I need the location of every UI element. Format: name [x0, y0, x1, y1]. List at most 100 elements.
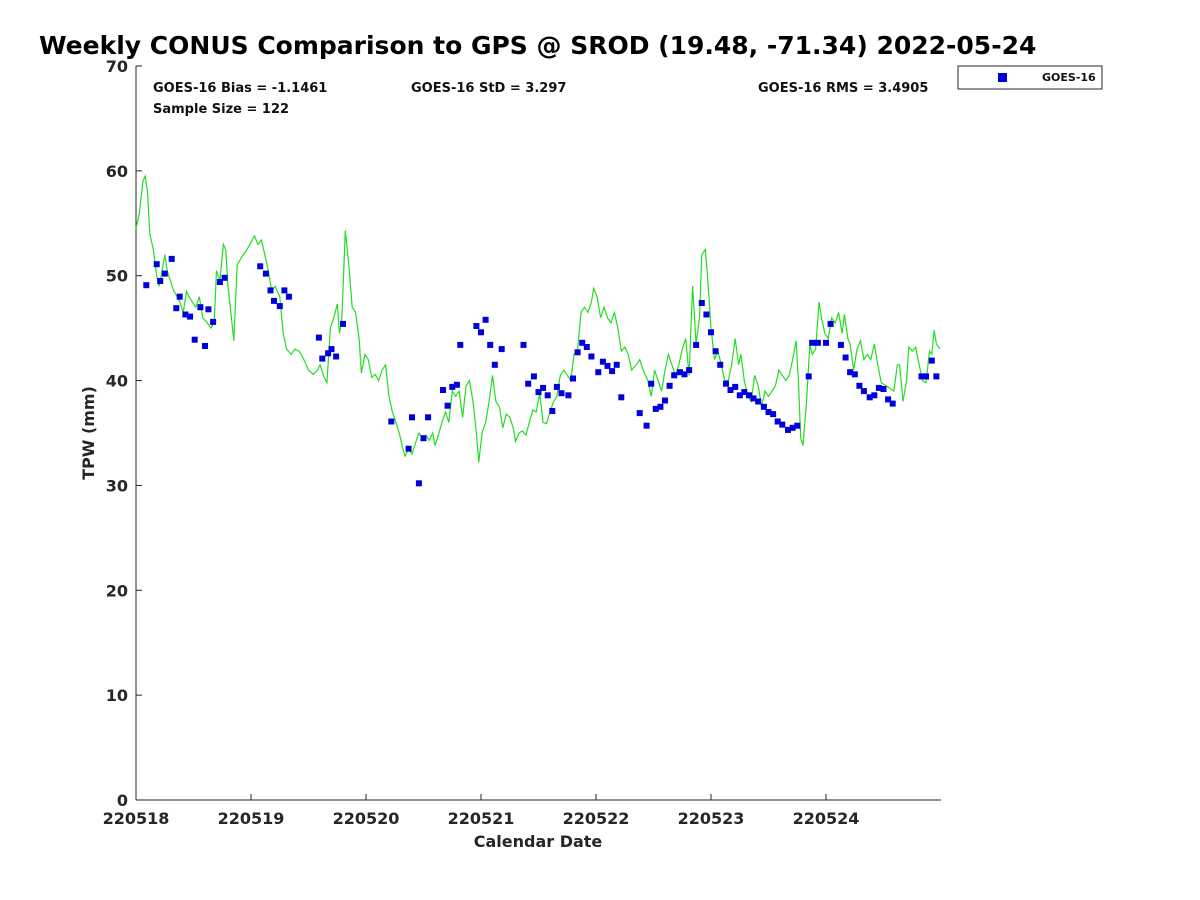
- goes16-point: [923, 373, 929, 380]
- goes16-point: [618, 394, 625, 401]
- rms-stat: GOES-16 RMS = 3.4905: [758, 81, 928, 96]
- goes16-point: [741, 389, 748, 396]
- goes16-point: [779, 421, 786, 428]
- goes16-point: [666, 382, 673, 389]
- goes16-point: [210, 318, 217, 325]
- goes16-point: [794, 422, 801, 429]
- goes16-point: [558, 390, 565, 397]
- goes16-point: [708, 329, 714, 336]
- goes16-point: [717, 361, 724, 368]
- goes16-point: [774, 418, 781, 425]
- goes16-point: [871, 392, 878, 399]
- goes16-point: [918, 373, 925, 380]
- goes16-point: [579, 339, 586, 346]
- plot-area: [135, 173, 941, 487]
- goes16-point: [723, 380, 729, 387]
- goes16-point: [693, 341, 700, 348]
- goes16-point: [333, 353, 340, 360]
- goes16-point: [933, 373, 940, 380]
- goes16-point: [889, 400, 896, 407]
- chart-title: Weekly CONUS Comparison to GPS @ SROD (1…: [39, 31, 1036, 60]
- goes16-point: [588, 353, 595, 360]
- goes16-point: [570, 375, 576, 382]
- goes16-point: [681, 371, 688, 378]
- goes16-point: [860, 388, 867, 395]
- y-axis-label: TPW (mm): [79, 386, 98, 480]
- std-stat: GOES-16 StD = 3.297: [411, 81, 566, 96]
- goes16-point: [425, 414, 432, 421]
- goes16-point: [553, 383, 560, 390]
- goes16-point: [703, 311, 710, 318]
- goes16-point: [271, 297, 277, 304]
- goes16-point: [202, 343, 208, 349]
- goes16-point: [736, 392, 743, 399]
- legend: GOES-16: [957, 65, 1103, 90]
- goes16-point: [257, 263, 264, 270]
- y-tick-label: 20: [106, 581, 128, 600]
- goes16-point: [648, 380, 655, 387]
- goes16-point: [388, 418, 395, 425]
- goes16-point: [187, 313, 194, 320]
- legend-marker: [998, 73, 1007, 82]
- goes16-point: [827, 320, 834, 327]
- goes16-point: [530, 373, 537, 380]
- goes16-point: [671, 372, 678, 379]
- x-tick-label: 220523: [678, 809, 745, 828]
- goes16-point: [176, 293, 183, 300]
- goes16-point: [285, 293, 292, 300]
- goes16-point: [885, 396, 892, 403]
- goes16-point: [770, 411, 777, 418]
- goes16-point: [595, 369, 602, 376]
- goes16-point: [851, 371, 858, 378]
- goes16-point: [173, 305, 180, 312]
- goes16-point: [415, 480, 422, 487]
- x-tick-label: 220518: [103, 809, 170, 828]
- goes16-point: [525, 380, 532, 387]
- goes16-point: [755, 398, 762, 405]
- bias-stat: GOES-16 Bias = -1.1461: [153, 81, 327, 96]
- goes16-point: [420, 435, 427, 442]
- goes16-point: [609, 368, 616, 375]
- goes16-point: [805, 373, 812, 380]
- goes16-point: [599, 358, 606, 365]
- goes16-point: [866, 394, 873, 401]
- goes16-point: [482, 316, 489, 323]
- goes16-point: [636, 410, 643, 417]
- sample-size-stat: Sample Size = 122: [153, 102, 289, 117]
- goes16-point: [405, 445, 412, 452]
- y-tick-label: 50: [106, 267, 128, 286]
- goes16-point: [814, 339, 821, 346]
- goes16-point: [880, 386, 887, 392]
- goes16-point: [216, 279, 223, 285]
- goes16-point: [409, 414, 415, 421]
- goes16-point: [686, 367, 693, 374]
- goes16-point: [583, 344, 590, 350]
- goes16-point: [449, 383, 456, 390]
- goes16-point: [262, 270, 269, 277]
- goes16-point: [765, 409, 772, 415]
- goes16-point: [182, 311, 189, 318]
- goes16-point: [191, 336, 198, 343]
- goes16-point: [746, 392, 752, 399]
- goes16-point: [712, 348, 719, 355]
- goes16-point: [328, 346, 335, 353]
- goes16-point: [221, 274, 228, 281]
- goes16-point: [498, 346, 505, 353]
- goes16-point: [565, 392, 572, 399]
- goes16-point: [837, 341, 844, 348]
- goes16-point: [789, 424, 796, 431]
- legend-label: GOES-16: [1042, 71, 1096, 84]
- goes16-point: [491, 361, 498, 368]
- goes16-point: [157, 278, 164, 284]
- goes16-point: [444, 402, 451, 409]
- goes16-point: [544, 392, 551, 399]
- goes16-point: [760, 403, 767, 410]
- goes16-point: [205, 306, 212, 313]
- goes16-point: [847, 369, 854, 376]
- x-ticks: 220518 220519 220520 220521 220522 220523 2205…: [103, 794, 859, 828]
- goes16-point: [785, 426, 791, 433]
- y-tick-label: 30: [106, 476, 128, 495]
- goes16-point: [823, 339, 829, 346]
- x-tick-label: 220519: [218, 809, 285, 828]
